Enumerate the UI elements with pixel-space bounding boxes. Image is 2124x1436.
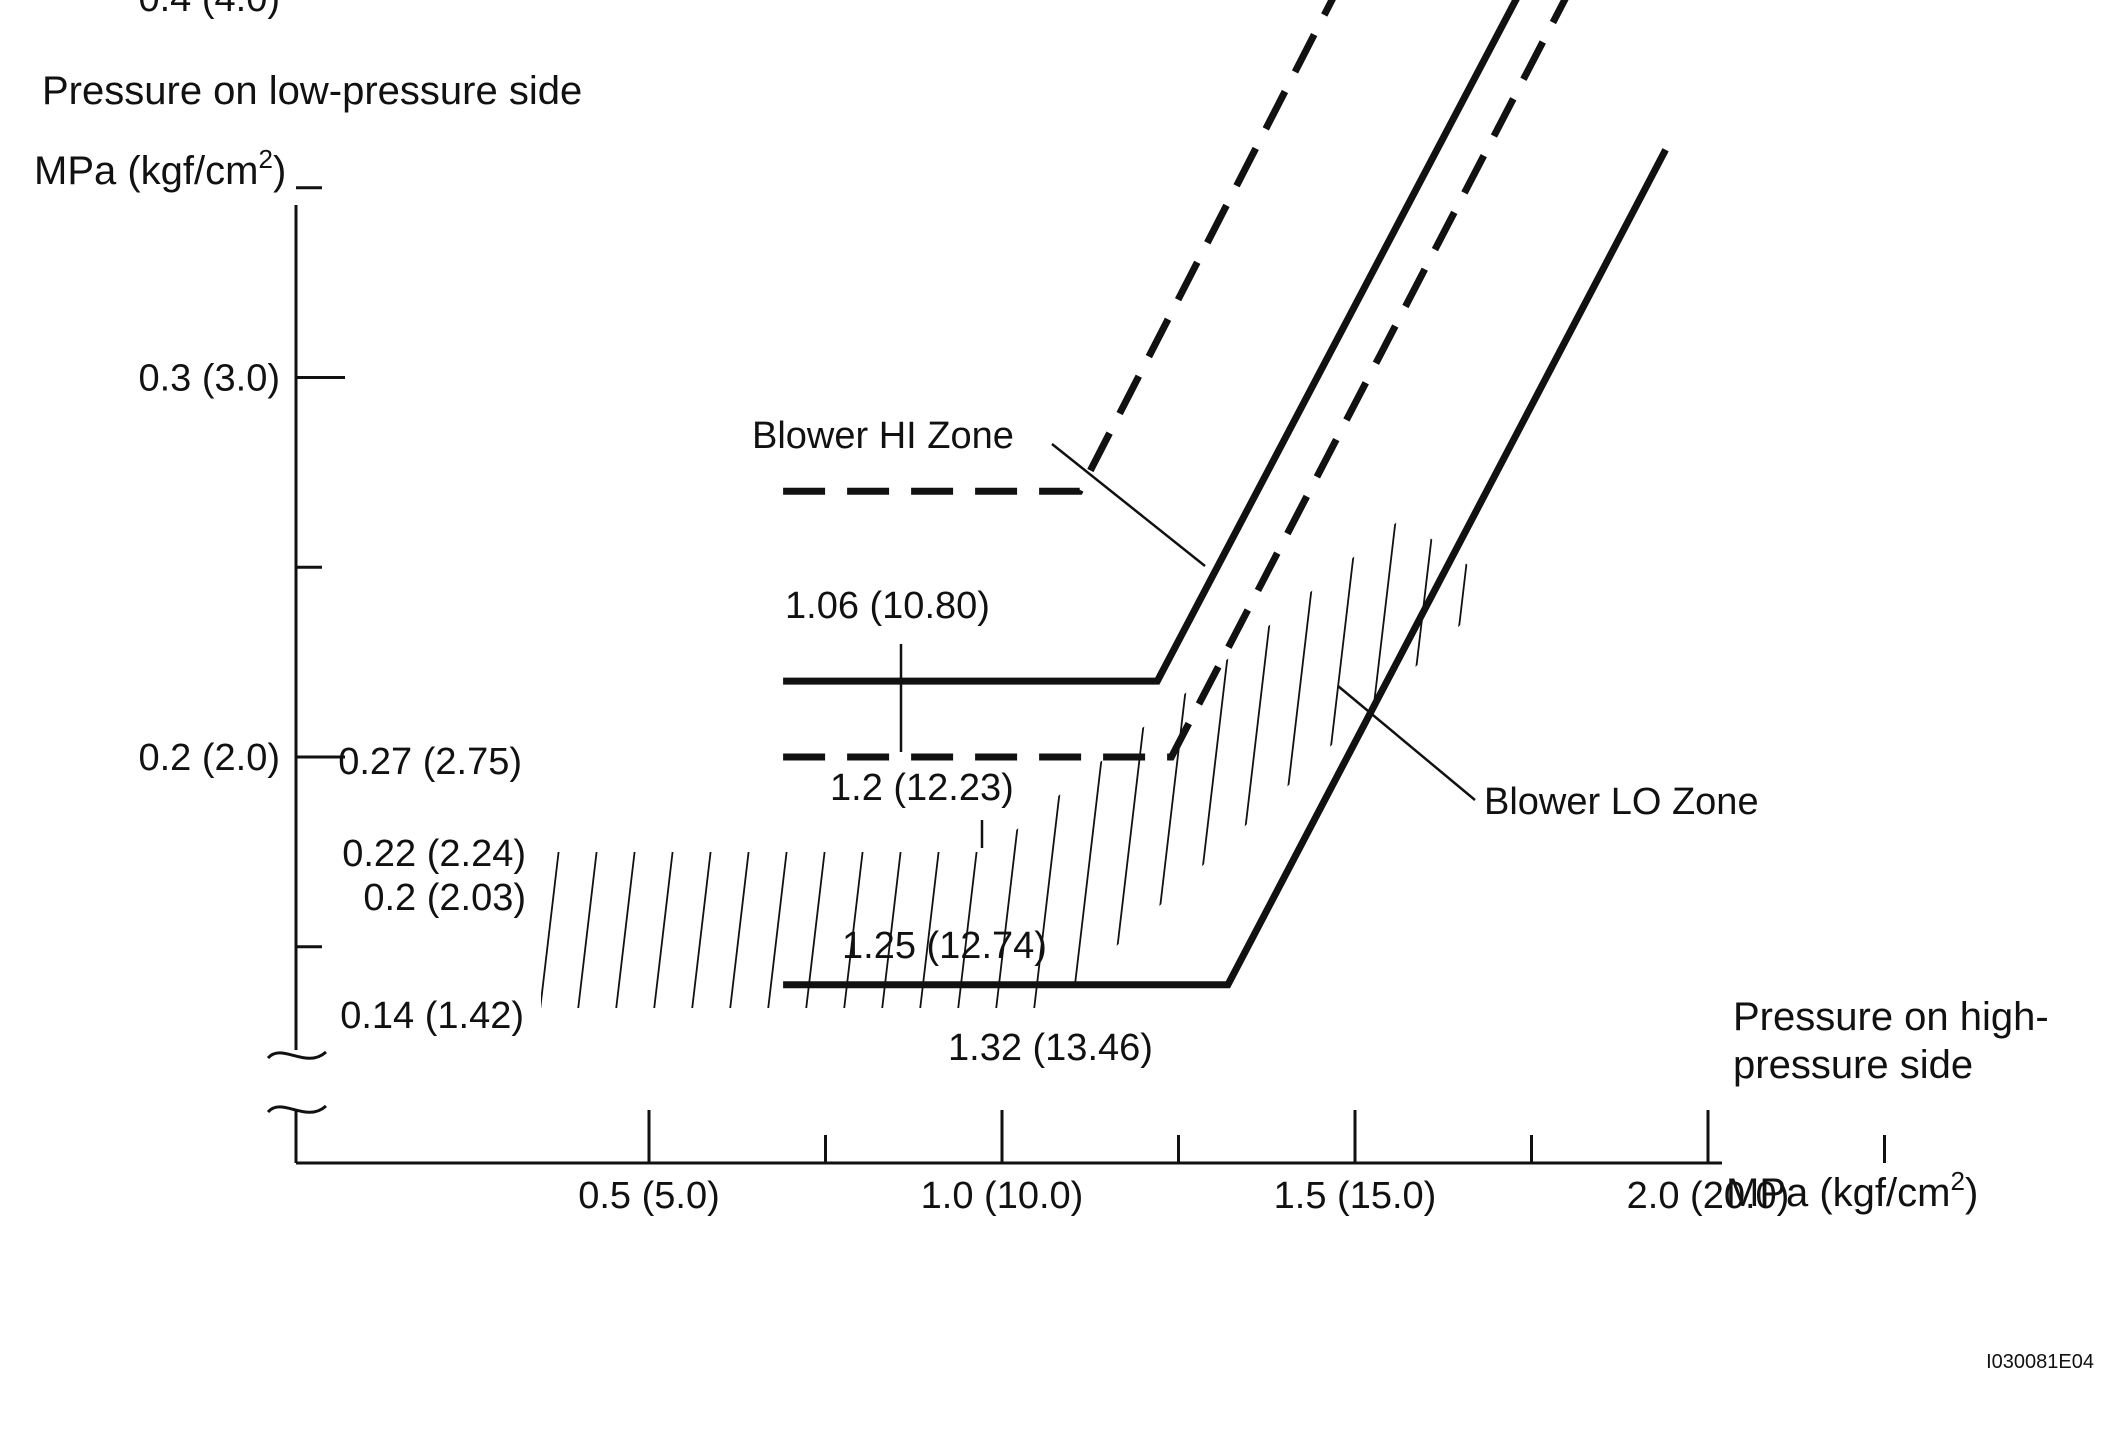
zone-label-hi: Blower HI Zone: [752, 415, 1014, 457]
x-tick-label: 1.0 (10.0): [921, 1175, 1084, 1217]
series-line-3: [783, 0, 1569, 761]
hatch-line: [653, 518, 715, 1008]
point-label-1-32: 1.32 (13.46): [948, 1027, 1153, 1069]
y-axis-unit-base: MPa (kgf/cm: [34, 149, 258, 193]
x-axis-unit-base: MPa (kgf/cm: [1726, 1171, 1950, 1215]
point-label-0-14: 0.14 (1.42): [340, 995, 524, 1037]
hatch-line: [1451, 518, 1500, 1008]
y-tick-label: 0.3 (3.0): [138, 358, 280, 400]
point-label-0-2: 0.2 (2.03): [363, 877, 526, 919]
figure-code: I030081E04: [1986, 1351, 2094, 1373]
hatch-line: [1489, 518, 1500, 1008]
hatch-line: [1528, 500, 1588, 1010]
point-label-1-25: 1.25 (12.74): [842, 925, 1047, 967]
series-group: [783, 0, 1669, 989]
hatch-line: [577, 518, 639, 1008]
series-line-2: [783, 0, 1520, 685]
y-axis-unit-close: ): [273, 149, 286, 193]
x-ticks: 0.5 (5.0) 1.0 (10.0) 1.5 (15.0) 2.0 (20.0): [578, 1110, 1886, 1217]
point-label-1-2: 1.2 (12.23): [830, 767, 1014, 809]
axis-break-upper: [266, 1050, 328, 1060]
label-leaders: [899, 443, 1476, 848]
point-labels: 0.27 (2.75) 0.22 (2.24) 0.2 (2.03) 0.14 …: [338, 585, 1153, 1069]
point-label-0-22: 0.22 (2.24): [342, 833, 526, 875]
hatch-line: [729, 518, 791, 1008]
y-tick-label: 0.2 (2.0): [138, 737, 280, 779]
x-axis-title-line1: Pressure on high-: [1733, 995, 2049, 1039]
x-tick-label: 0.5 (5.0): [578, 1175, 720, 1217]
x-tick-label: 1.5 (15.0): [1274, 1175, 1437, 1217]
x-axis-unit-close: ): [1965, 1171, 1978, 1215]
hatch-line: [541, 518, 601, 1008]
y-axis-unit: MPa (kgf/cm2): [34, 144, 286, 193]
series-line-1: [783, 0, 1336, 495]
series-line-4: [783, 148, 1669, 989]
hatch-line: [691, 518, 753, 1008]
y-axis: [266, 205, 328, 1163]
point-label-1-06: 1.06 (10.80): [785, 585, 990, 627]
x-axis-title-line2: pressure side: [1733, 1043, 1973, 1087]
hatch-line: [1147, 518, 1209, 1008]
leader-lo-zone: [1337, 685, 1476, 801]
hatch-line: [615, 518, 677, 1008]
leader-hi-zone: [1051, 443, 1206, 567]
hatch-line: [1375, 518, 1437, 1008]
y-tick-label: 0.4 (4.0): [138, 0, 280, 20]
x-tick-label: 2.0 (20.0): [1627, 1175, 1790, 1217]
x-axis-unit: MPa (kgf/cm2): [1726, 1166, 1978, 1215]
point-label-0-27: 0.27 (2.75): [338, 741, 522, 783]
zone-label-lo: Blower LO Zone: [1484, 781, 1759, 823]
y-axis-title: Pressure on low-pressure side: [42, 69, 582, 113]
y-axis-unit-sup: 2: [258, 144, 272, 174]
axis-break-lower: [266, 1104, 328, 1114]
hatch-line: [1261, 518, 1323, 1008]
x-axis-unit-sup: 2: [1950, 1166, 1964, 1196]
y-ticks: 0.2 (2.0)0.3 (3.0)0.4 (4.0)0.5 (5.0): [138, 0, 345, 949]
